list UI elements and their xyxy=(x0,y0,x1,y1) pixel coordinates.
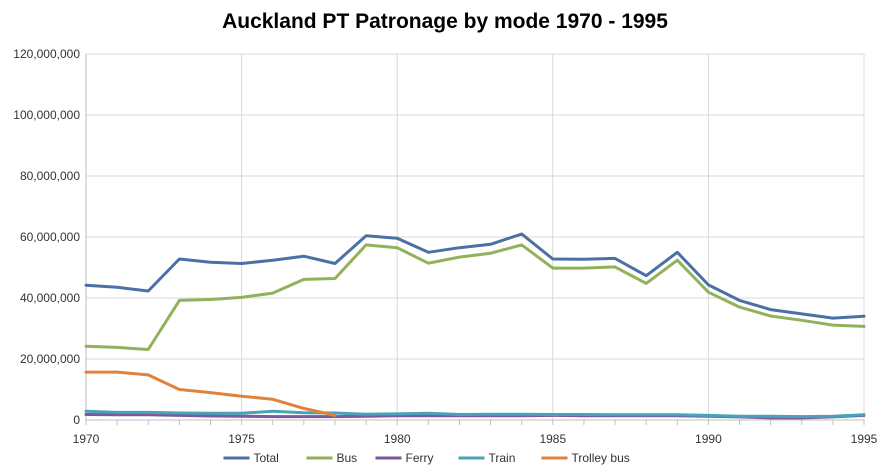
legend-item-train: Train xyxy=(458,451,516,465)
axis-layer: 0 20,000,000 40,000,000 60,000,000 80,000,00… xyxy=(13,47,877,446)
series-line-bus xyxy=(84,243,866,351)
legend-label: Ferry xyxy=(406,451,434,465)
legend: Total Bus Ferry Train Trolley bus xyxy=(223,451,630,465)
x-tick-label: 1990 xyxy=(695,432,722,446)
legend-item-trolley-bus: Trolley bus xyxy=(541,451,630,465)
legend-item-bus: Bus xyxy=(306,451,358,465)
chart-title: Auckland PT Patronage by mode 1970 - 199… xyxy=(222,10,668,33)
x-tick-label: 1975 xyxy=(228,432,255,446)
x-tick-label: 1980 xyxy=(384,432,411,446)
legend-label: Train xyxy=(489,451,516,465)
series-line-total xyxy=(84,232,866,320)
x-tick-label: 1970 xyxy=(73,432,100,446)
series-line-train xyxy=(84,409,866,419)
x-tick-label: 1985 xyxy=(539,432,566,446)
y-tick-label: 20,000,000 xyxy=(20,352,80,366)
series-layer xyxy=(84,232,866,420)
y-tick-label: 40,000,000 xyxy=(20,291,80,305)
legend-label: Trolley bus xyxy=(572,451,630,465)
x-tick-label: 1995 xyxy=(851,432,878,446)
legend-label: Total xyxy=(254,451,279,465)
series-line-trolley-bus xyxy=(84,370,337,417)
y-tick-label: 80,000,000 xyxy=(20,169,80,183)
y-tick-label: 0 xyxy=(73,413,80,427)
y-tick-label: 120,000,000 xyxy=(13,47,80,61)
legend-item-total: Total xyxy=(223,451,279,465)
y-tick-label: 100,000,000 xyxy=(13,108,80,122)
grid-layer xyxy=(85,53,865,421)
legend-item-ferry: Ferry xyxy=(375,451,434,465)
legend-label: Bus xyxy=(337,451,358,465)
y-tick-label: 60,000,000 xyxy=(20,230,80,244)
